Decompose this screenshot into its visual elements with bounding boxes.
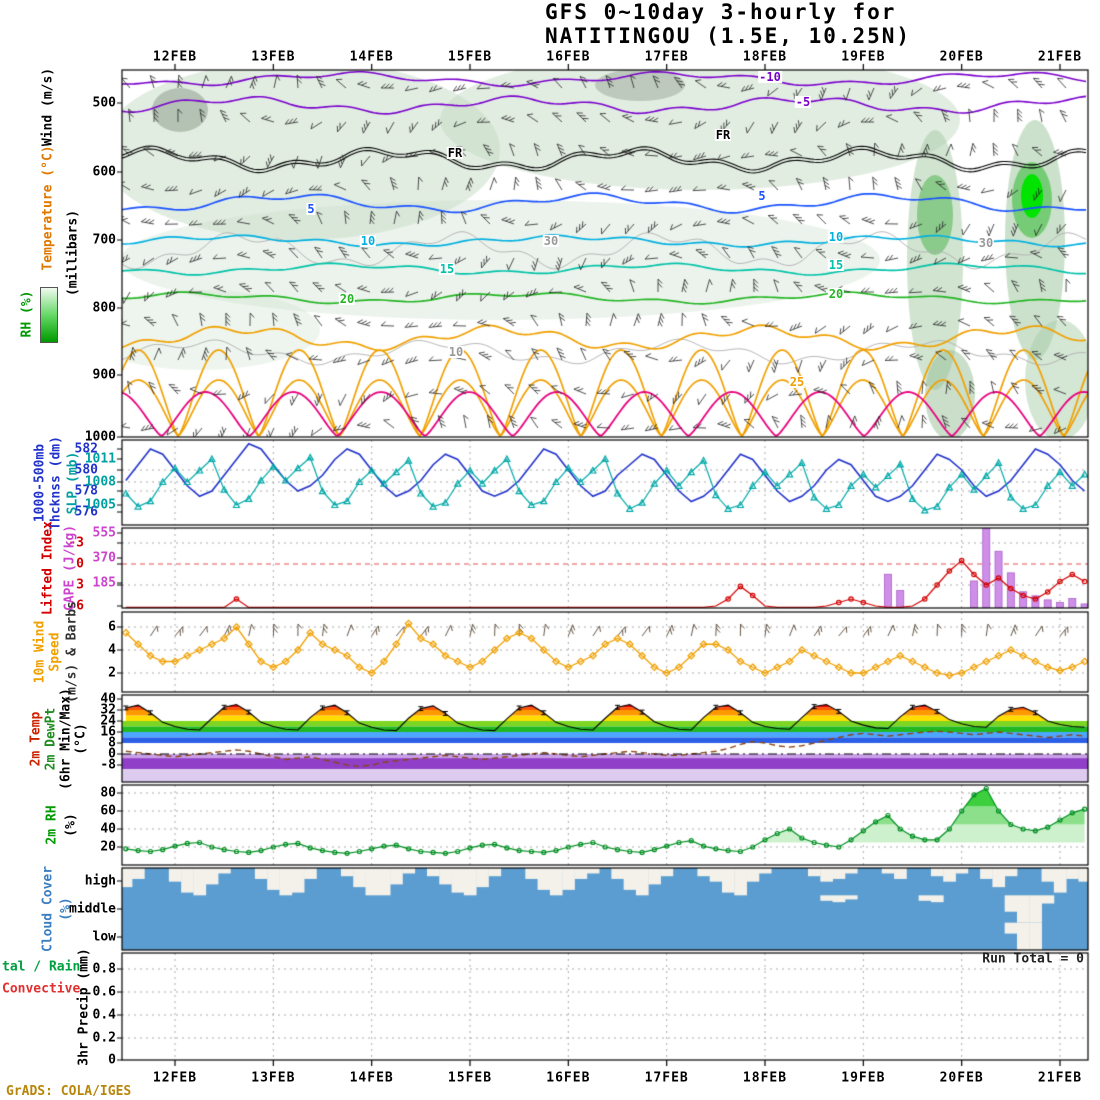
rh-colorbar-legend <box>40 287 58 343</box>
grads-credit: GrADS: COLA/IGES <box>6 1084 132 1099</box>
page-title: GFS 0~10day 3-hourly for NATITINGOU (1.5… <box>545 0 912 48</box>
